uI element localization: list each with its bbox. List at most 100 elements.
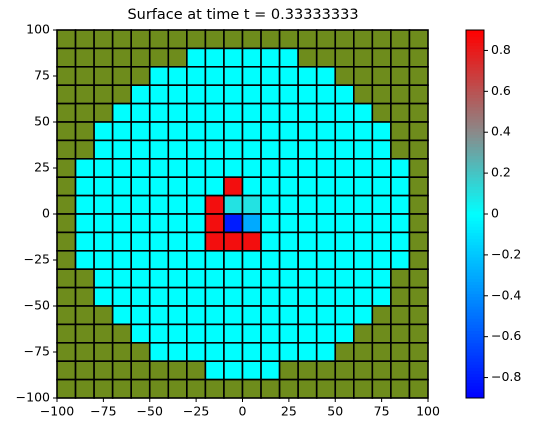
colorbar-tick-label: −0.6 [491, 328, 521, 343]
cell [167, 139, 188, 160]
colorbar-tick-label: 0.8 [491, 42, 511, 57]
cell [315, 305, 337, 326]
colorbar-strip [466, 333, 484, 338]
cell [260, 213, 281, 234]
cell [223, 268, 244, 289]
cell [111, 176, 133, 197]
cell [186, 176, 207, 197]
colorbar-strip [466, 88, 484, 92]
cell [93, 176, 114, 197]
empty-cell [56, 286, 77, 307]
colorbar-strip [466, 269, 484, 273]
empty-cell [93, 323, 114, 344]
x-tick-label: 100 [416, 404, 440, 419]
empty-cell [334, 378, 355, 399]
empty-cell [204, 29, 225, 50]
cell [352, 268, 374, 289]
cell [223, 121, 244, 142]
cell [241, 47, 262, 68]
cell [204, 47, 225, 68]
cell [241, 213, 262, 234]
colorbar-strip [466, 54, 484, 59]
colorbar-strip [466, 183, 484, 187]
cell [390, 213, 411, 234]
colorbar-strip [466, 79, 484, 83]
cell [74, 231, 95, 252]
cell [148, 102, 170, 123]
empty-cell [390, 84, 411, 105]
colorbar-strip [466, 281, 484, 286]
colorbar-strip [466, 293, 484, 298]
cell [93, 194, 114, 215]
empty-cell [260, 29, 281, 50]
colorbar-strip [466, 210, 484, 215]
cell [186, 102, 207, 123]
cell [186, 323, 207, 344]
empty-cell [93, 66, 114, 87]
cell [278, 213, 299, 234]
cell [260, 194, 281, 215]
cell [297, 139, 318, 160]
cell [186, 66, 207, 87]
empty-cell [74, 360, 95, 381]
empty-cell [74, 66, 95, 87]
cell [74, 158, 95, 179]
colorbar-strip [466, 309, 484, 313]
colorbar-strip [466, 327, 484, 332]
empty-cell [278, 378, 299, 399]
colorbar-strip [466, 299, 484, 304]
cell [371, 158, 392, 179]
empty-cell [74, 84, 95, 105]
cell [74, 250, 95, 271]
cell [204, 213, 225, 234]
empty-cell [56, 121, 77, 142]
colorbar-strip [466, 155, 484, 160]
cell [186, 231, 207, 252]
cell [241, 176, 262, 197]
empty-cell [408, 66, 429, 87]
cell [204, 250, 225, 271]
colorbar-strip [466, 100, 484, 105]
empty-cell [56, 194, 77, 215]
colorbar-strip [466, 30, 484, 34]
cell [278, 158, 299, 179]
colorbar-strip [466, 244, 484, 249]
colorbar-strip [466, 198, 484, 203]
colorbar-strip [466, 109, 484, 114]
empty-cell [352, 323, 374, 344]
cell [186, 47, 207, 68]
cell [352, 250, 374, 271]
cell [334, 213, 355, 234]
cell [74, 176, 95, 197]
cell [148, 286, 170, 307]
y-tick-label: −50 [24, 298, 50, 313]
empty-cell [130, 341, 151, 362]
empty-cell [390, 121, 411, 142]
cell [186, 194, 207, 215]
cell [148, 176, 170, 197]
empty-cell [408, 268, 429, 289]
cell [260, 158, 281, 179]
cell [297, 158, 318, 179]
empty-cell [186, 29, 207, 50]
cell [260, 47, 281, 68]
colorbar-strip [466, 394, 484, 399]
cell [352, 102, 374, 123]
cell [223, 231, 244, 252]
cell [241, 84, 262, 105]
empty-cell [408, 47, 429, 68]
y-tick-label: 50 [34, 114, 50, 129]
empty-cell [223, 378, 244, 399]
empty-cell [93, 102, 114, 123]
cell [390, 158, 411, 179]
cell [297, 66, 318, 87]
cell [334, 250, 355, 271]
cell [241, 66, 262, 87]
cell [371, 231, 392, 252]
colorbar-strip [466, 214, 484, 218]
cell [241, 158, 262, 179]
empty-cell [56, 139, 77, 160]
colorbar-strip [466, 143, 484, 148]
cell [204, 360, 225, 381]
empty-cell [74, 268, 95, 289]
